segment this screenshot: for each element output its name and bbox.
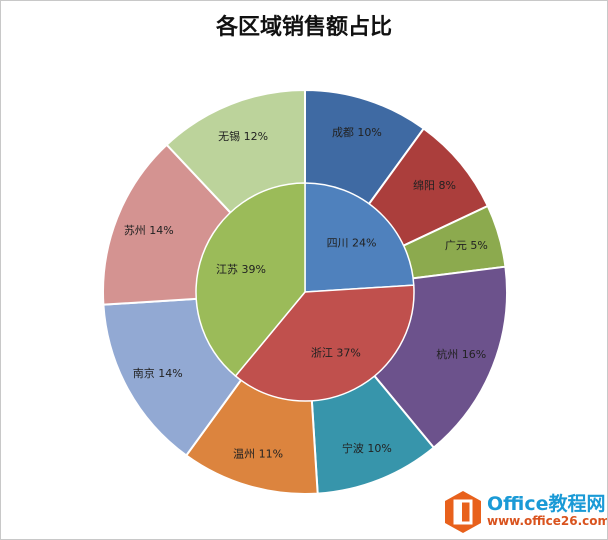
inner-slice-0 [304,182,415,293]
outer-label-6: 南京 14% [133,366,183,380]
outer-label-2: 广元 5% [445,239,488,252]
inner-slice-2 [195,182,306,378]
outer-label-5: 温州 11% [233,447,283,460]
inner-label-2: 江苏 39% [216,263,266,276]
chart-title: 各区域销售额占比 [215,14,392,40]
outer-label-3: 杭州 16% [436,347,486,361]
outer-label-4: 宁波 10% [342,441,392,455]
watermark-name: Office教程网 [487,493,606,515]
watermark-url: www.office26.com [487,514,608,528]
inner-label-0: 四川 24% [327,236,377,249]
outer-label-1: 绵阳 8% [413,178,456,192]
outer-label-0: 成都 10% [332,126,382,139]
inner-label-1: 浙江 37% [311,347,361,360]
office-logo-icon [445,491,481,533]
outer-label-7: 苏州 14% [124,224,174,237]
inner-slice-1 [234,284,415,402]
watermark-logo: Office教程网 www.office26.com [441,487,608,537]
outer-label-8: 无锡 12% [218,129,268,143]
